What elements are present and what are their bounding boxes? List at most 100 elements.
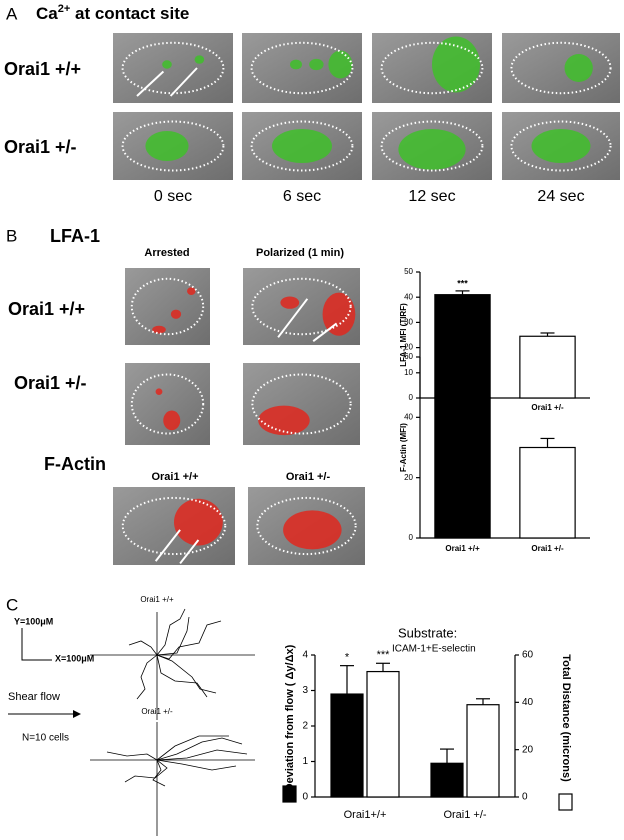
- trajectory: [156, 616, 190, 656]
- fluorescence: [432, 36, 480, 93]
- bar: [330, 693, 364, 798]
- title-sup: 2+: [58, 3, 71, 15]
- cell-outline: [510, 120, 612, 172]
- trajectory: [128, 640, 158, 656]
- image-background: [113, 33, 233, 103]
- bar: [519, 446, 576, 539]
- image-background: [125, 363, 210, 445]
- trajectory: [156, 654, 217, 694]
- fluorescence: [564, 54, 593, 82]
- trajectory: [106, 751, 158, 761]
- fluorescence: [155, 388, 163, 395]
- fluorescence: [152, 325, 166, 334]
- title-part: at contact site: [70, 4, 189, 23]
- micrograph: [113, 33, 233, 103]
- row-label: Orai1 +/-: [4, 137, 77, 157]
- trajectory: [156, 608, 186, 656]
- fluorescence: [187, 287, 196, 295]
- scale-label: X=100μM: [55, 653, 94, 663]
- time-label: 12 sec: [408, 188, 455, 205]
- fluorescence: [170, 309, 182, 319]
- tick-label: 20: [522, 744, 534, 755]
- tick-label: 60: [404, 352, 413, 361]
- fluorescence: [145, 131, 189, 161]
- fluorescence: [322, 292, 356, 336]
- cell-outline: [250, 41, 354, 95]
- legend-label: Deviation from flow ( Δy/Δx): [284, 644, 296, 791]
- section-title: LFA-1: [50, 226, 100, 246]
- micrograph: [248, 487, 365, 565]
- fluorescence: [280, 296, 300, 309]
- column-label: Orai1 +/+: [151, 471, 198, 483]
- cell-outline: [510, 41, 612, 95]
- cell-outline: [380, 41, 484, 95]
- tick-label: 0: [409, 533, 414, 542]
- significance: *: [345, 652, 350, 664]
- tick-label: 30: [404, 318, 413, 327]
- fluorescence: [162, 60, 172, 69]
- fluorescence: [283, 510, 342, 550]
- micrograph: [113, 112, 233, 180]
- cell-outline: [251, 373, 352, 435]
- tick-label: 20: [404, 473, 413, 482]
- trajectory: [156, 737, 243, 761]
- image-background: [502, 33, 620, 103]
- significance: ***: [457, 278, 468, 288]
- cell-outline: [380, 120, 484, 172]
- bar: [466, 704, 500, 798]
- trajectory-plot: [90, 722, 255, 836]
- micrograph: [113, 487, 235, 565]
- row-label: Orai1 +/+: [4, 59, 81, 79]
- trajectory: [156, 759, 237, 771]
- tick-label: 0: [409, 393, 414, 402]
- cell-outline: [121, 120, 225, 172]
- micrograph: [125, 268, 210, 345]
- image-background: [125, 268, 210, 345]
- fluorescence: [398, 129, 466, 170]
- arrow: [179, 539, 200, 565]
- micrograph: [372, 33, 492, 103]
- cell-outline: [121, 496, 227, 556]
- bar: [434, 294, 491, 399]
- tick-label: 20: [404, 343, 413, 352]
- arrow: [154, 529, 181, 562]
- trajectory: [156, 749, 248, 761]
- tick-label: 3: [302, 685, 308, 696]
- tick-label: 0: [302, 792, 308, 803]
- tick-label: 40: [404, 292, 413, 301]
- micrograph: [372, 112, 492, 180]
- category-label: Orai1 +/-: [531, 403, 564, 412]
- trajectory: [152, 759, 166, 787]
- fluorescence: [290, 59, 302, 70]
- significance: ***: [377, 649, 391, 661]
- arrow: [136, 70, 165, 97]
- micrograph: [242, 33, 362, 103]
- trajectory-plot: [90, 608, 255, 720]
- bar: [430, 762, 464, 798]
- time-label: 6 sec: [283, 188, 321, 205]
- cell-outline: [130, 277, 205, 336]
- row-label: Orai1 +/+: [8, 299, 85, 319]
- y-axis-label: F-Actin (MFI): [399, 423, 408, 472]
- micrograph: [125, 363, 210, 445]
- legend-label: Total Distance (microns): [560, 654, 572, 782]
- micrograph: [242, 112, 362, 180]
- category-label: Orai1 +/+: [445, 544, 480, 553]
- fluorescence: [531, 129, 591, 163]
- cell-outline: [256, 496, 357, 556]
- panel-label: C: [6, 595, 18, 614]
- substrate-name: ICAM-1+E-selectin: [392, 644, 476, 655]
- cell-outline: [130, 373, 205, 435]
- substrate-label: Substrate:: [398, 625, 457, 640]
- time-label: 24 sec: [537, 188, 584, 205]
- trajectory: [156, 654, 208, 698]
- tick-label: 60: [522, 650, 534, 661]
- cell-outline: [251, 277, 352, 336]
- fluorescence: [309, 58, 324, 71]
- fluorescence: [258, 405, 310, 436]
- section-title: F-Actin: [44, 454, 106, 474]
- legend-swatch: [282, 785, 297, 803]
- plot-label: Orai1 +/+: [140, 595, 174, 604]
- bar: [434, 397, 491, 539]
